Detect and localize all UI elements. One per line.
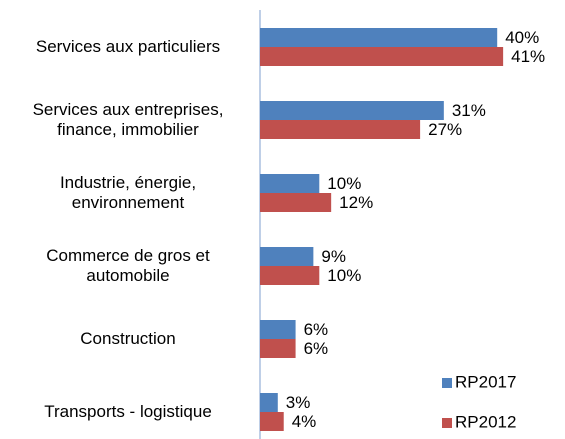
bar bbox=[260, 28, 498, 47]
bar bbox=[260, 266, 320, 285]
data-label: 10% bbox=[327, 266, 361, 285]
bar bbox=[260, 339, 296, 358]
legend-label: RP2012 bbox=[455, 412, 516, 431]
category-label: Construction bbox=[80, 329, 176, 348]
data-label: 6% bbox=[304, 320, 329, 339]
data-label: 4% bbox=[292, 412, 317, 431]
data-label: 41% bbox=[511, 47, 545, 66]
bar bbox=[260, 320, 296, 339]
bar bbox=[260, 393, 278, 412]
bar bbox=[260, 174, 320, 193]
data-label: 10% bbox=[327, 174, 361, 193]
category-label: Services aux entreprises, finance, immob… bbox=[32, 100, 224, 139]
bar bbox=[260, 412, 284, 431]
category-label: Transports - logistique bbox=[44, 402, 212, 421]
data-label: 31% bbox=[452, 101, 486, 120]
data-label: 3% bbox=[286, 393, 311, 412]
data-label: 6% bbox=[304, 339, 329, 358]
category-label: Industrie, énergie, environnement bbox=[59, 173, 197, 212]
data-label: 9% bbox=[321, 247, 346, 266]
legend-label: RP2017 bbox=[455, 372, 516, 391]
legend-swatch bbox=[442, 418, 452, 428]
data-label: 12% bbox=[339, 193, 373, 212]
bar bbox=[260, 101, 444, 120]
bar bbox=[260, 120, 421, 139]
bar bbox=[260, 47, 504, 66]
category-label: Services aux particuliers bbox=[35, 37, 221, 56]
legend-swatch bbox=[442, 378, 452, 388]
data-label: 27% bbox=[428, 120, 462, 139]
category-label: Commerce de gros et automobile bbox=[46, 246, 210, 285]
bar bbox=[260, 247, 314, 266]
bar bbox=[260, 193, 332, 212]
data-label: 40% bbox=[505, 28, 539, 47]
